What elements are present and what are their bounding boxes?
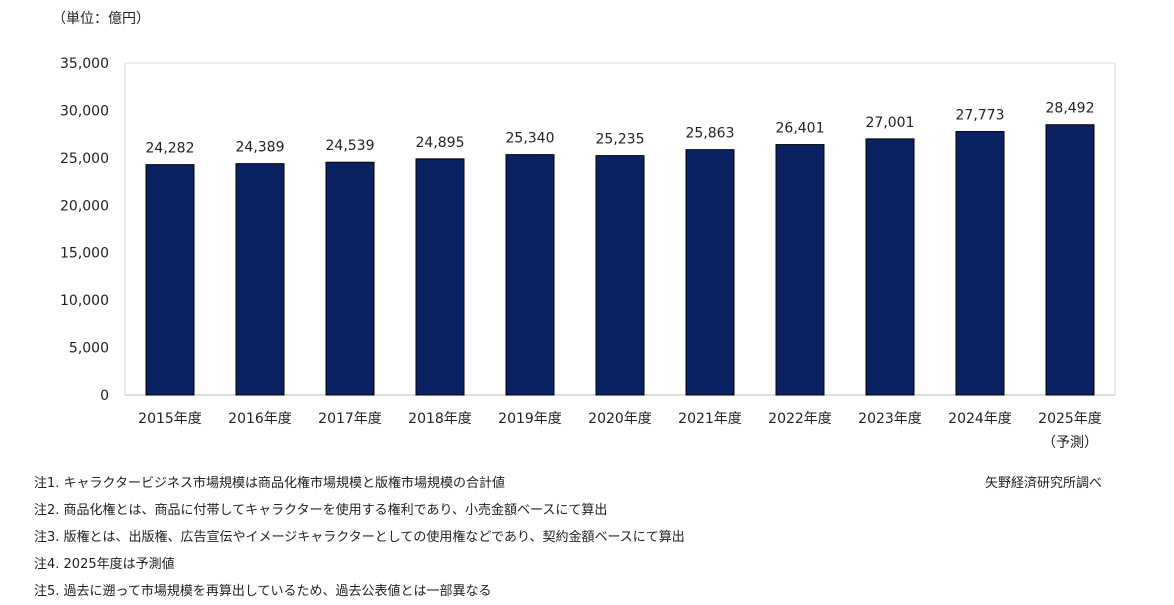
x-tick-label: 2023年度 — [858, 411, 922, 427]
bar — [325, 161, 375, 396]
data-label: 24,282 — [146, 141, 195, 157]
x-tick-label: 2017年度 — [318, 411, 382, 427]
y-tick-label: 20,000 — [60, 198, 109, 214]
data-label: 24,895 — [416, 135, 465, 151]
data-label: 25,340 — [506, 131, 555, 147]
note: 注3. 版権とは、出版権、広告宣伝やイメージキャラクターとしての使用権などであり… — [34, 530, 685, 545]
bar — [775, 144, 825, 396]
data-label: 25,235 — [596, 132, 645, 148]
bar — [145, 164, 195, 396]
x-tick-label: 2024年度 — [948, 411, 1012, 427]
y-tick-label: 0 — [100, 388, 109, 404]
x-tick-label: 2019年度 — [498, 411, 562, 427]
x-tick-label: 2018年度 — [408, 411, 472, 427]
x-tick-label: 2020年度 — [588, 411, 652, 427]
data-label: 27,773 — [956, 108, 1005, 124]
bar — [865, 138, 915, 396]
data-label: 24,389 — [236, 140, 285, 156]
y-tick-label: 10,000 — [60, 293, 109, 309]
x-tick-sublabel: （予測） — [1042, 435, 1098, 451]
data-label: 26,401 — [776, 121, 825, 137]
note: 注1. キャラクタービジネス市場規模は商品化権市場規模と版権市場規模の合計値 — [34, 476, 506, 491]
bar — [955, 131, 1005, 396]
y-tick-label: 15,000 — [60, 246, 109, 262]
source-label: 矢野経済研究所調べ — [985, 476, 1103, 491]
data-label: 25,863 — [686, 126, 735, 142]
notes: 注1. キャラクタービジネス市場規模は商品化権市場規模と版権市場規模の合計値 注… — [34, 470, 685, 605]
y-tick-label: 25,000 — [60, 151, 109, 167]
y-tick-label: 35,000 — [60, 56, 109, 72]
data-label: 28,492 — [1046, 101, 1095, 117]
bar — [1045, 124, 1095, 396]
bar — [595, 155, 645, 396]
note: 注2. 商品化権とは、商品に付帯してキャラクターを使用する権利であり、小売金額ベ… — [34, 503, 608, 518]
data-label: 27,001 — [866, 115, 915, 131]
bar-chart: 0 5,000 10,000 15,000 20,000 25,000 30,000 35,0… — [60, 56, 1116, 451]
bar — [235, 163, 285, 396]
data-label: 24,539 — [326, 138, 375, 154]
note: 注5. 過去に遡って市場規模を再算出しているため、過去公表値とは一部異なる — [34, 584, 492, 599]
x-tick-label: 2016年度 — [228, 411, 292, 427]
bar — [415, 158, 465, 396]
bar — [685, 149, 735, 396]
bar — [505, 154, 555, 396]
y-tick-label: 5,000 — [69, 341, 109, 357]
x-tick-label: 2022年度 — [768, 411, 832, 427]
unit-label: （単位：億円） — [52, 11, 150, 27]
x-tick-label: 2015年度 — [138, 411, 202, 427]
note: 注4. 2025年度は予測値 — [34, 557, 175, 572]
y-tick-label: 30,000 — [60, 103, 109, 119]
x-tick-label: 2025年度 — [1038, 411, 1102, 427]
x-tick-label: 2021年度 — [678, 411, 742, 427]
